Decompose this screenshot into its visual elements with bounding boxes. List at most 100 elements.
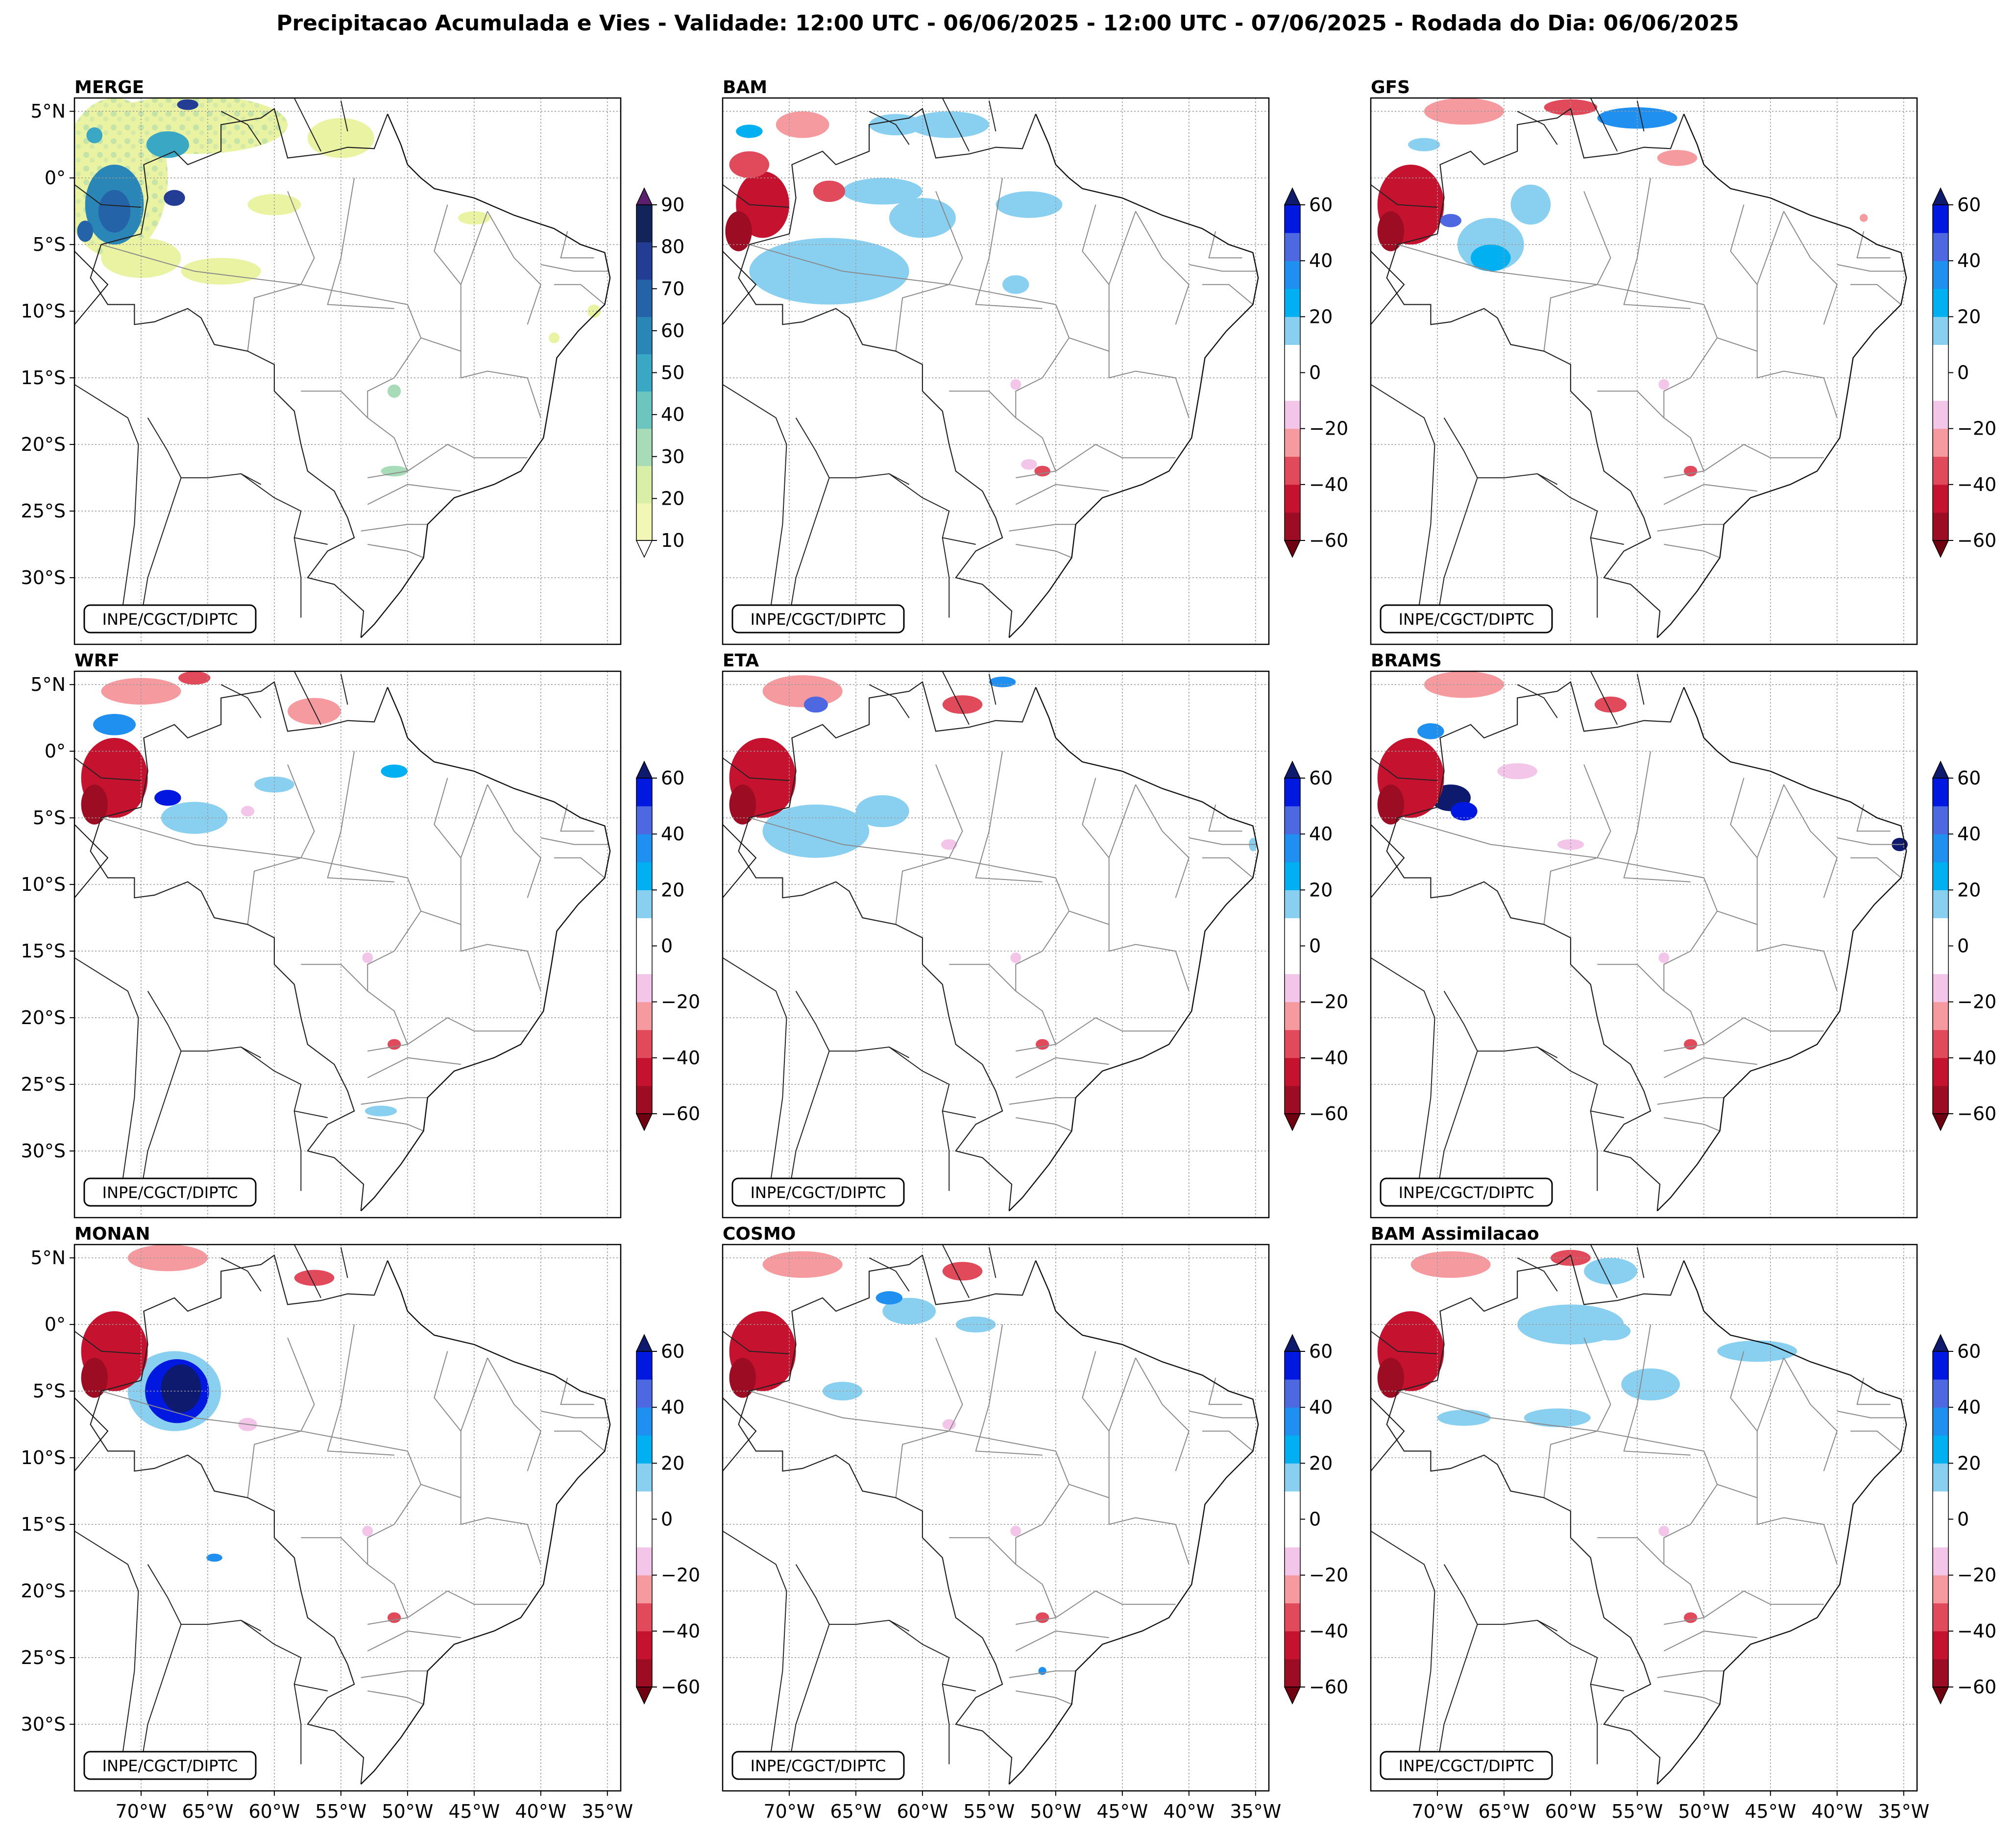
credit-box <box>731 604 905 634</box>
colorbar-tick-label: −40 <box>661 1620 700 1642</box>
state-border <box>1703 778 1758 926</box>
colorbar-segment <box>1933 1029 1948 1058</box>
colorbar-segment <box>636 1407 652 1436</box>
colorbar-segment <box>1933 1603 1948 1632</box>
field-patch <box>1470 245 1511 271</box>
country-border <box>1371 957 1435 1191</box>
country-border <box>74 1331 142 1354</box>
colorbar-segment <box>1933 834 1948 862</box>
field-patch <box>1408 138 1440 151</box>
lon-tick-label: 40°W <box>1163 1801 1214 1822</box>
colorbar-under-arrow <box>1932 1687 1949 1705</box>
state-border <box>1663 484 1757 505</box>
state-border <box>1756 784 1784 858</box>
field-patch <box>1377 784 1404 825</box>
colorbar-segment <box>1933 862 1948 890</box>
colorbar-segment <box>1933 1351 1948 1380</box>
panel-cosmo: COSMO INPE/CGCT/DIPTC 70°W 65°W 60°W 55°W 50°W… <box>722 1224 1348 1822</box>
lon-tick-label: 40°W <box>1811 1801 1863 1822</box>
lon-tick-label: 60°W <box>897 1801 948 1822</box>
field-patch <box>101 238 181 278</box>
colorbar-segment <box>1933 1379 1948 1408</box>
country-border <box>1636 674 1645 705</box>
colorbar-tick-label: −20 <box>1309 418 1348 440</box>
colorbar-bias: 60 40 20 0 −20 −40 −60 <box>1932 1334 1996 1705</box>
state-border <box>1055 443 1176 472</box>
map-area <box>723 1245 1269 1791</box>
map-content <box>723 671 1269 1218</box>
map-area <box>1371 1245 1917 1791</box>
field-patch <box>1684 1039 1698 1050</box>
colorbar-bias: 60 40 20 0 −20 −40 −60 <box>635 1334 700 1705</box>
country-border <box>1517 684 1558 718</box>
state-border <box>1202 284 1254 305</box>
state-border <box>1016 544 1072 559</box>
country-border <box>74 957 139 1191</box>
state-border <box>1009 1097 1076 1105</box>
field-patch <box>146 131 189 158</box>
country-border <box>293 98 321 152</box>
country-border <box>1371 1530 1435 1764</box>
west-coastline <box>723 250 757 385</box>
lon-tick-label: 65°W <box>182 1801 233 1822</box>
map-area <box>1371 98 1917 644</box>
map-content <box>74 671 621 1218</box>
colorbar-segment <box>1933 1002 1948 1030</box>
country-border <box>1537 1620 1624 1691</box>
state-border <box>1756 351 1838 418</box>
state-border <box>407 204 461 352</box>
colorbar-tick-label: −40 <box>1309 474 1348 495</box>
state-border <box>1189 837 1257 845</box>
lat-tick-label: 30°S <box>21 567 66 588</box>
map-content <box>1371 1245 1917 1791</box>
state-border <box>560 231 594 259</box>
state-border <box>487 211 541 325</box>
colorbar-segment <box>1933 261 1948 289</box>
colorbar-tick-label: −40 <box>1957 1047 1996 1069</box>
country-border <box>869 684 910 718</box>
field-patch <box>1036 1039 1049 1050</box>
country-border <box>988 674 996 705</box>
lon-tick-label: 70°W <box>764 1801 815 1822</box>
lat-tick-label: 10°S <box>21 1447 66 1468</box>
colorbar-tick-label: 40 <box>661 1396 684 1418</box>
colorbar-over-arrow <box>1932 1334 1949 1352</box>
colorbar-segment <box>1285 1435 1300 1464</box>
country-border <box>293 1111 302 1191</box>
country-border <box>723 384 787 618</box>
colorbar-segment <box>1285 918 1300 946</box>
colorbar-segment <box>1285 456 1300 485</box>
colorbar-segment <box>1285 205 1300 233</box>
state-border <box>1055 204 1110 352</box>
state-border <box>1015 910 1069 991</box>
colorbar-segment <box>636 1463 652 1492</box>
field-patch <box>842 178 923 205</box>
country-border <box>1437 1624 1478 1764</box>
field-patch <box>1010 1525 1021 1537</box>
colorbar-segment <box>636 1085 652 1114</box>
colorbar-under-arrow <box>1284 540 1301 558</box>
field-patch <box>154 790 181 806</box>
credit-label: INPE/CGCT/DIPTC <box>102 1757 238 1775</box>
colorbar-segment <box>636 1435 652 1464</box>
field-patch <box>388 384 401 398</box>
state-border <box>460 1497 541 1565</box>
colorbar-tick-label: 40 <box>1957 250 1981 271</box>
state-border <box>1756 1357 1784 1432</box>
state-border <box>1703 204 1758 352</box>
colorbar-segment <box>1933 778 1948 807</box>
state-border <box>1108 1357 1136 1432</box>
colorbar-segment <box>636 242 652 280</box>
state-border <box>367 1117 424 1132</box>
field-patch <box>1597 107 1677 129</box>
panel-title: GFS <box>1371 77 1410 98</box>
field-patch <box>206 1553 222 1562</box>
field-patch <box>1451 802 1478 821</box>
country-border <box>942 671 970 725</box>
colorbar-under-arrow <box>1932 540 1949 558</box>
panel-title: BRAMS <box>1371 651 1442 671</box>
colorbar-tick-label: 50 <box>661 362 684 384</box>
lon-tick-label: 50°W <box>382 1801 433 1822</box>
country-border <box>869 111 910 145</box>
field-patch <box>1658 379 1670 390</box>
